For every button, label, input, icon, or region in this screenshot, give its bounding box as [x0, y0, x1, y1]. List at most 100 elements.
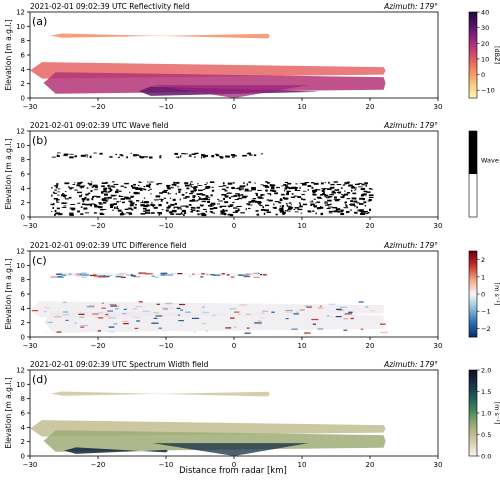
- wave-pixel: [229, 214, 234, 217]
- difference-streak: [353, 315, 356, 317]
- wave-pixel: [320, 212, 324, 216]
- wave-pixel: [94, 195, 98, 197]
- wave-pixel: [274, 201, 280, 203]
- wave-pixel: [143, 205, 149, 208]
- wave-pixel: [201, 194, 206, 196]
- colorbar: [468, 369, 480, 457]
- wave-pixel: [58, 212, 61, 214]
- wave-pixel: [346, 211, 350, 213]
- colorbar-step: [469, 294, 477, 297]
- wave-pixel: [312, 210, 315, 212]
- wave-pixel: [327, 199, 332, 202]
- wave-pixel: [52, 207, 54, 209]
- wave-pixel: [286, 193, 289, 195]
- wave-pixel: [369, 208, 371, 211]
- colorbar-step: [469, 24, 477, 28]
- wave-pixel: [106, 191, 110, 193]
- wave-pixel: [288, 208, 292, 210]
- wave-pixel: [175, 156, 180, 158]
- wave-pixel: [267, 193, 272, 195]
- wave-pixel: [370, 188, 373, 190]
- difference-streak: [253, 276, 260, 278]
- difference-streak: [210, 274, 215, 276]
- wave-pixel: [213, 212, 215, 214]
- wave-pixel: [101, 185, 105, 187]
- wave-pixel: [340, 213, 345, 216]
- difference-streak: [81, 274, 90, 276]
- wave-pixel: [211, 211, 214, 214]
- colorbar-step: [469, 74, 477, 77]
- wave-pixel: [304, 182, 309, 183]
- difference-streak: [348, 311, 353, 313]
- colorbar-step: [469, 281, 477, 284]
- wave-pixel: [279, 198, 283, 202]
- difference-streak: [202, 323, 207, 325]
- wave-pixel: [57, 194, 60, 196]
- wave-pixel: [363, 188, 366, 190]
- y-tick-label: 8: [21, 395, 25, 403]
- wave-pixel: [122, 201, 125, 204]
- wave-pixel: [273, 206, 277, 209]
- colorbar-step: [469, 302, 477, 306]
- wave-pixel: [281, 205, 284, 207]
- difference-streak: [135, 306, 143, 308]
- colorbar-step: [469, 330, 477, 333]
- wave-pixel: [180, 205, 185, 207]
- wave-pixel: [279, 205, 281, 207]
- wave-pixel: [71, 187, 74, 189]
- wave-pixel: [196, 193, 200, 195]
- wave-pixel: [173, 207, 175, 209]
- wave-pixel: [210, 194, 213, 197]
- colorbar-step: [469, 85, 477, 88]
- wave-pixel: [209, 204, 213, 206]
- wave-pixel: [349, 204, 355, 206]
- colorbar-tick-label: 2.0: [481, 367, 491, 375]
- wave-pixel: [82, 203, 86, 205]
- difference-streak: [95, 274, 100, 276]
- wave-pixel: [244, 188, 249, 191]
- wave-pixel: [221, 212, 224, 215]
- wave-pixel: [294, 207, 300, 209]
- wave-pixel: [166, 201, 169, 204]
- wave-pixel: [290, 203, 292, 205]
- difference-streak: [136, 320, 140, 322]
- difference-streak: [365, 306, 369, 308]
- colorbar-step: [469, 291, 477, 295]
- colorbar-step: [469, 39, 477, 43]
- x-tick-label: 0: [232, 342, 236, 350]
- colorbar-label: [m s⁻¹]: [493, 402, 500, 425]
- difference-streak: [239, 304, 248, 306]
- wave-pixel: [185, 205, 189, 208]
- panel-title: 2021-02-01 09:02:39 UTC Difference field: [30, 241, 187, 250]
- difference-streak: [80, 272, 87, 274]
- wave-pixel: [202, 212, 206, 215]
- wave-pixel: [56, 199, 60, 201]
- wave-pixel: [355, 183, 360, 185]
- colorbar-step: [469, 413, 477, 416]
- wave-pixel: [209, 211, 213, 213]
- wave-pixel: [351, 197, 357, 200]
- wave-pixel: [158, 183, 163, 185]
- wave-pixel: [311, 200, 313, 202]
- difference-streak: [138, 301, 143, 303]
- colorbar-step: [469, 268, 477, 271]
- y-tick-label: 12: [16, 367, 25, 375]
- wave-pixel: [279, 210, 285, 213]
- wave-pixel: [130, 202, 135, 205]
- x-tick-label: −20: [91, 461, 106, 469]
- wave-pixel: [341, 194, 343, 195]
- wave-pixel: [183, 213, 185, 216]
- colorbar-step: [469, 82, 477, 86]
- wave-pixel: [141, 188, 145, 190]
- wave-pixel: [63, 153, 69, 156]
- wave-pixel: [235, 194, 237, 196]
- wave-pixel: [147, 181, 149, 183]
- wave-pixel: [274, 192, 278, 195]
- difference-streak: [200, 276, 204, 278]
- difference-streak: [123, 323, 129, 325]
- wave-pixel: [188, 155, 192, 157]
- difference-streak: [230, 276, 235, 278]
- difference-streak: [78, 313, 85, 315]
- wave-pixel: [85, 193, 89, 196]
- wave-pixel: [91, 186, 94, 188]
